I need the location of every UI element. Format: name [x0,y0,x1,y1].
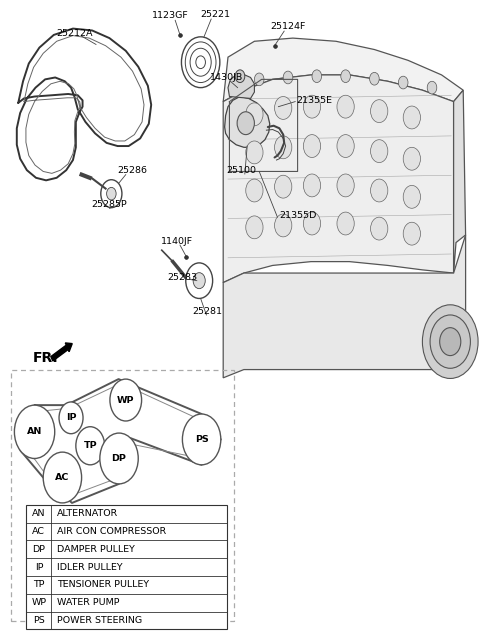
Circle shape [440,328,461,356]
Text: TP: TP [84,441,97,450]
Circle shape [246,216,263,239]
Text: TENSIONER PULLEY: TENSIONER PULLEY [57,580,149,589]
Text: IP: IP [66,413,76,422]
Text: ALTERNATOR: ALTERNATOR [57,509,119,518]
Circle shape [303,95,321,118]
Circle shape [185,42,216,83]
Text: WP: WP [117,396,134,404]
Text: DP: DP [112,454,126,463]
Circle shape [403,222,420,245]
Text: IP: IP [35,563,43,572]
Polygon shape [223,75,454,283]
Circle shape [235,70,245,83]
Circle shape [371,217,388,240]
Text: PS: PS [33,616,45,625]
Text: 1140JF: 1140JF [161,237,192,246]
Circle shape [14,405,55,458]
Circle shape [303,174,321,197]
Text: IDLER PULLEY: IDLER PULLEY [57,563,123,572]
Circle shape [371,179,388,202]
Polygon shape [223,235,466,378]
Polygon shape [454,90,466,273]
Circle shape [312,70,322,83]
Text: 25281: 25281 [192,307,222,316]
Circle shape [337,212,354,235]
Circle shape [275,97,292,119]
Circle shape [100,433,138,484]
Text: 25221: 25221 [200,10,230,19]
Circle shape [254,73,264,86]
Circle shape [190,48,211,76]
Text: AC: AC [55,473,70,482]
Circle shape [76,427,105,465]
Circle shape [337,174,354,197]
Text: 1430JB: 1430JB [210,73,244,82]
Circle shape [246,179,263,202]
Circle shape [275,136,292,159]
Text: AIR CON COMPRESSOR: AIR CON COMPRESSOR [57,527,167,536]
Text: FR.: FR. [33,351,59,365]
Circle shape [193,272,205,289]
Circle shape [398,76,408,89]
Circle shape [59,402,83,434]
Text: 25283: 25283 [168,273,197,282]
Circle shape [110,379,142,421]
Circle shape [403,106,420,129]
Circle shape [246,103,263,126]
Circle shape [107,187,116,200]
Circle shape [101,180,122,208]
Polygon shape [223,38,463,102]
Circle shape [422,305,478,378]
Text: WATER PUMP: WATER PUMP [57,598,120,607]
Text: PS: PS [195,435,208,444]
Text: 1123GF: 1123GF [152,11,189,20]
Polygon shape [228,75,254,98]
Circle shape [303,212,321,235]
Text: 25286: 25286 [117,166,147,175]
Circle shape [237,112,254,135]
Circle shape [246,141,263,164]
Circle shape [275,175,292,198]
Circle shape [275,214,292,237]
Circle shape [370,72,379,85]
Text: 25124F: 25124F [270,22,306,31]
Circle shape [337,95,354,118]
FancyArrow shape [51,343,72,361]
Text: 25285P: 25285P [92,200,127,209]
Bar [26,505,227,629]
Text: AC: AC [32,527,46,536]
Circle shape [43,452,82,503]
Text: DAMPER PULLEY: DAMPER PULLEY [57,545,135,554]
Text: POWER STEERING: POWER STEERING [57,616,142,625]
Polygon shape [225,97,270,147]
Text: AN: AN [32,509,46,518]
Circle shape [371,140,388,163]
Text: 25212A: 25212A [56,29,93,37]
Text: DP: DP [32,545,46,554]
Text: 21355D: 21355D [279,211,317,220]
Circle shape [403,147,420,170]
Circle shape [430,315,470,368]
Text: TP: TP [33,580,45,589]
Bar [11,370,234,621]
Circle shape [403,185,420,208]
Circle shape [283,71,293,84]
Circle shape [303,135,321,157]
Circle shape [181,37,220,88]
Text: 25100: 25100 [226,166,256,175]
Circle shape [196,56,205,69]
Circle shape [341,70,350,83]
Circle shape [182,414,221,465]
Text: 21355E: 21355E [297,96,333,105]
Circle shape [427,81,437,94]
Circle shape [371,100,388,123]
Circle shape [186,263,213,298]
Text: WP: WP [31,598,47,607]
Text: AN: AN [27,427,42,436]
Circle shape [337,135,354,157]
